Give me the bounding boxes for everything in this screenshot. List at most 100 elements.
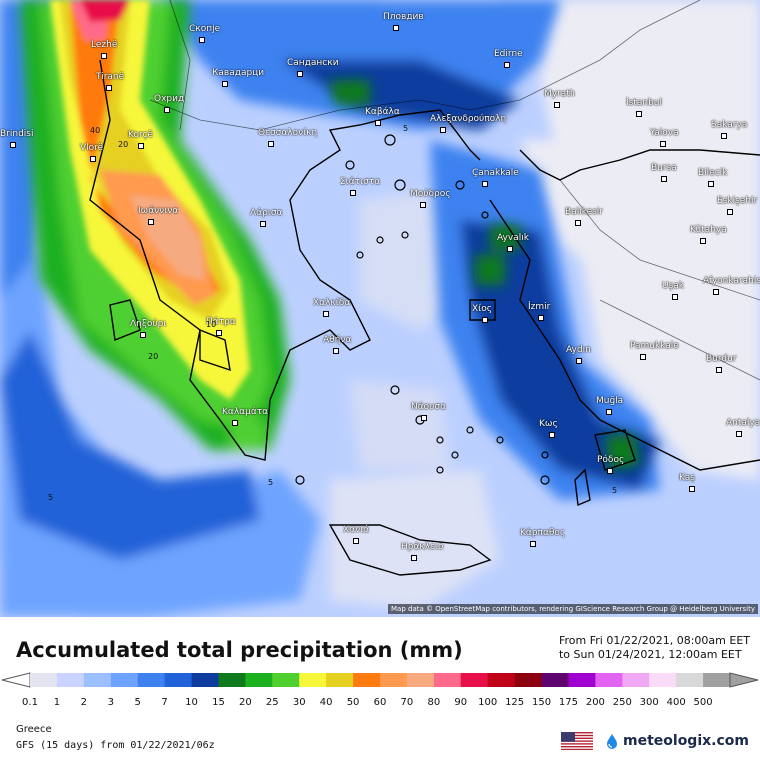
city-label: Κάρπαθος [520,528,566,538]
city-label: Sakarya [711,120,748,130]
colorbar-tick-label: 400 [666,697,686,708]
city-marker [727,209,733,215]
city-label: Afyonkarahisar [703,276,760,286]
city-marker [530,541,536,547]
city-label: Lezhë [91,40,118,50]
city-label: Пловдив [383,12,424,22]
city-marker [440,127,446,133]
city-label: Охрид [154,94,185,104]
city-marker [549,432,555,438]
city-marker [636,111,642,117]
contour-value-label: 40 [90,126,101,135]
colorbar-swatch [299,673,327,687]
colorbar-swatch [406,673,435,687]
colorbar-swatch [460,673,489,687]
city-marker [350,190,356,196]
colorbar-swatch [541,673,569,687]
contour-value-label: 5 [48,493,54,502]
city-marker [222,81,228,87]
city-marker [721,133,727,139]
colorbar-tick-label: 60 [373,697,387,708]
colorbar-swatch [164,673,193,687]
city-marker [606,409,612,415]
colorbar-swatch [514,673,543,687]
islands [295,134,550,485]
city-marker [640,354,646,360]
meteologix-logo[interactable]: meteologix.com [604,732,749,750]
city-marker [411,555,417,561]
borders [149,0,760,381]
city-label: Χανιά [343,525,370,535]
colorbar-tick-label: 2 [80,697,88,708]
city-label: Vlorë [80,143,104,153]
city-marker [232,420,238,426]
city-label: Κως [539,419,558,429]
forecast-period: From Fri 01/22/2021, 08:00am EET to Sun … [559,634,750,662]
city-marker [507,246,513,252]
city-marker [90,156,96,162]
map-canvas [0,0,760,617]
city-marker [333,348,339,354]
city-marker [538,315,544,321]
city-label: Νάουσα [411,402,447,412]
city-marker [736,431,742,437]
colorbar-tick-label: 40 [319,697,333,708]
city-label: Сандански [287,58,339,68]
city-label: Kaş [679,473,695,483]
city-label: Σιάτιστα [340,177,381,187]
city-marker [260,221,266,227]
city-label: Скопје [189,24,221,34]
city-marker [148,219,154,225]
model-label: GFS (15 days) from 01/22/2021/06z [16,740,215,751]
city-label: Αθήνα [323,335,352,345]
city-marker [661,176,667,182]
city-marker [268,141,274,147]
city-label: Burdur [706,354,737,364]
colorbar-swatch [83,673,112,687]
city-marker [106,85,112,91]
colorbar-tick-label: 100 [478,697,498,708]
city-marker [297,71,303,77]
colorbar-tick-label: 3 [107,697,114,708]
city-label: Ayvalık [497,233,529,243]
blue-bands [0,0,660,617]
colorbar-swatch [191,673,219,687]
city-label: Brindisi [0,129,34,139]
colorbar-tick-label: 25 [265,697,279,708]
colorbar-swatch [622,673,650,687]
colorbar-swatch [649,673,677,687]
city-marker [689,486,695,492]
colorbar-tick-label: 175 [558,697,578,708]
colorbar-swatch [272,673,300,687]
period-to: to Sun 01/24/2021, 12:00am EET [558,648,742,661]
colorbar-min-arrow [1,672,31,688]
city-label: Tiranë [96,72,125,82]
colorbar-tick-label: 15 [212,697,225,708]
city-label: Αλεξανδρούπολη [430,114,507,124]
city-marker [482,181,488,187]
colorbar-tick-label: 250 [612,697,632,708]
colorbar-swatch [676,673,704,687]
city-label: Πάτρα [206,317,236,327]
city-label: Eskişehir [717,196,758,206]
city-label: Bilecik [698,168,728,178]
colorbar-tick-label: 5 [134,697,141,708]
city-marker [672,294,678,300]
colorbar-swatch [487,673,516,687]
city-label: Θεσσαλονίκη [258,128,318,138]
city-label: Χαλκίδα [313,298,351,308]
city-label: Кавадарци [212,68,265,78]
colorbar-tick-label: 200 [585,697,605,708]
colorbar-swatch [137,673,166,687]
city-marker [504,62,510,68]
city-label: Ληξούρι [130,319,167,329]
colorbar-swatch [218,673,246,687]
colorbar-tick-label: 300 [639,697,659,708]
city-marker [323,311,329,317]
coastlines [89,59,760,576]
contour-value-label: 10 [206,320,217,329]
colorbar-tick-label: 125 [505,697,525,708]
city-label: Aydın [566,345,591,355]
city-marker [607,468,613,474]
city-marker [660,141,666,147]
